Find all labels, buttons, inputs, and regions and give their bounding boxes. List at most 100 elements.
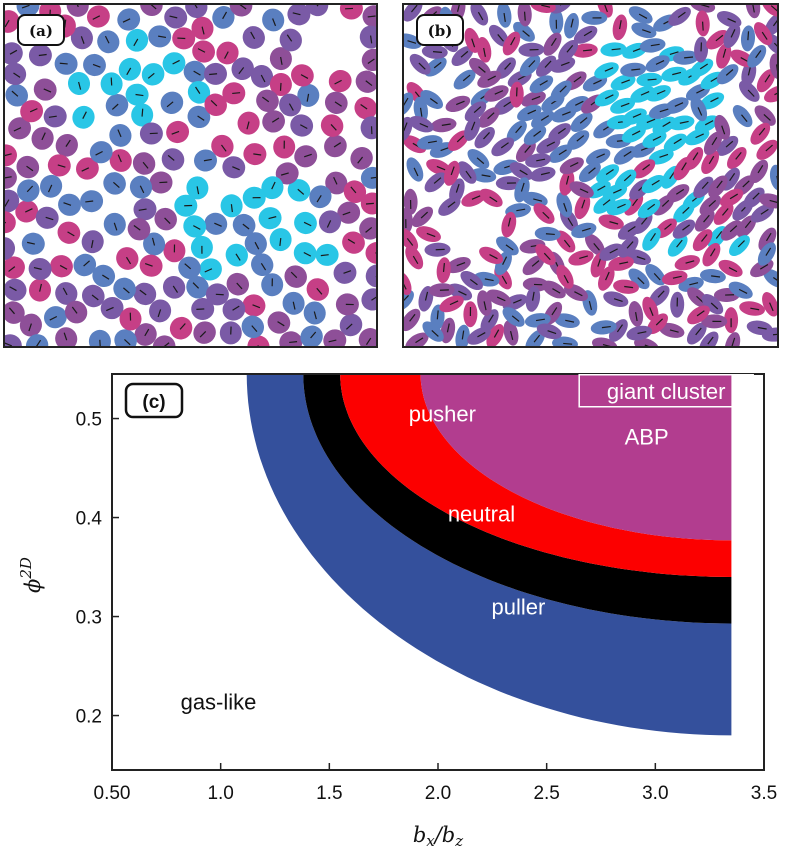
particle-orientation [272,18,277,27]
particle [720,220,743,241]
particle-orientation [707,336,714,345]
particle [582,74,608,92]
particle-orientation [685,260,695,264]
particle [750,122,771,145]
particle-orientation [111,103,119,110]
particle [262,110,285,133]
particle [501,211,517,238]
particle [134,323,157,346]
particle-orientation [433,61,442,69]
particle-orientation [418,62,426,70]
particle [350,146,373,170]
particle [613,279,639,294]
particle [141,63,165,86]
particle-orientation [365,80,373,87]
particle [536,323,562,340]
particle-orientation [605,169,614,175]
particle-orientation [277,321,285,327]
particle-orientation [503,101,512,108]
particle [613,146,637,165]
particle-orientation [288,103,294,111]
particle [403,92,414,116]
particle-orientation [166,101,174,108]
particle [743,187,765,209]
particle [187,105,211,129]
particle [763,269,778,288]
particle-orientation [415,337,424,344]
label-giant-cluster: giant cluster [607,379,726,404]
particle-orientation [487,112,495,120]
particle-orientation [71,306,78,314]
particle-orientation [613,188,622,194]
particle [724,307,739,334]
particle [598,214,624,230]
particle-orientation [764,74,771,83]
particle-orientation [144,328,150,337]
particle [133,198,157,221]
particle [470,168,497,183]
particle [460,270,483,291]
particle-orientation [45,216,54,221]
particle-orientation [147,72,155,79]
particle-orientation [232,92,241,95]
particle-orientation [619,261,629,265]
particle [488,24,509,47]
particle-orientation [193,70,201,76]
particle [464,27,481,53]
particle-orientation [328,339,337,343]
particle-orientation [487,75,496,81]
particle-orientation [542,211,550,219]
particle-orientation [657,290,665,298]
particle-orientation [709,248,716,257]
particle-orientation [656,89,666,95]
particle [694,209,715,232]
particle-orientation [695,327,702,336]
particle [457,161,477,184]
particle-orientation [588,301,593,310]
particle-orientation [728,267,738,273]
particle [610,74,636,91]
particle [750,259,774,278]
particle-orientation [752,192,760,200]
particle-orientation [316,287,323,295]
particle-orientation [567,217,574,227]
particle [318,210,342,234]
particle-orientation [92,63,101,68]
particle-orientation [473,106,482,114]
label-gas-like: gas-like [181,690,257,715]
particle [687,305,710,325]
particle [125,28,149,52]
particle [646,313,669,335]
particle [237,111,260,135]
particle-orientation [456,135,465,143]
particle-orientation [573,76,582,83]
particle [673,156,692,181]
particle [55,327,78,347]
particle [4,256,25,279]
particle [700,92,725,110]
particle [113,277,136,301]
particle [362,5,377,28]
particle [706,29,729,50]
particle-orientation [558,149,567,156]
particle-orientation [579,188,589,194]
particle [692,229,713,252]
particle [164,6,188,29]
particle [523,125,547,145]
particle-orientation [483,132,490,140]
particle-orientation [484,278,494,282]
particle [756,139,778,160]
particle [291,64,314,87]
particle-orientation [222,11,228,20]
particle-orientation [651,179,660,186]
particle-orientation [279,237,282,246]
particle-orientation [57,164,66,168]
particle-orientation [510,36,516,46]
particle [443,160,460,186]
particle [67,72,91,95]
particle-orientation [611,48,621,51]
particle-orientation [565,175,570,185]
particle [287,4,311,26]
particle-orientation [661,199,670,207]
